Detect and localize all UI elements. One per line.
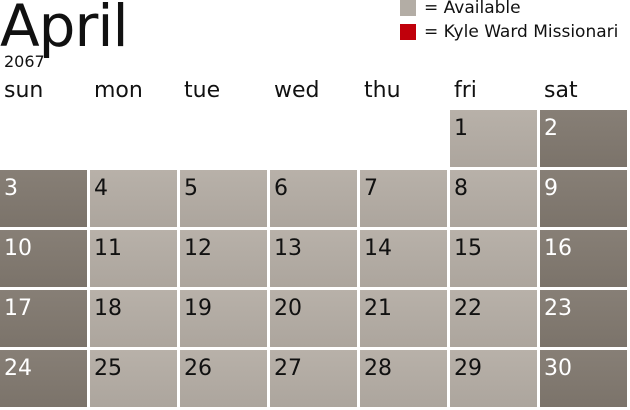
legend-swatch xyxy=(400,0,416,16)
day-cell[interactable]: 24 xyxy=(0,350,87,407)
day-cell[interactable]: 15 xyxy=(450,230,537,287)
weekday-header: wed xyxy=(274,78,320,103)
legend-swatch xyxy=(400,24,416,40)
day-cell[interactable]: 18 xyxy=(90,290,177,347)
day-cell[interactable]: 30 xyxy=(540,350,627,407)
day-cell[interactable]: 10 xyxy=(0,230,87,287)
day-cell[interactable]: 22 xyxy=(450,290,537,347)
legend-label: = Available xyxy=(424,0,521,18)
day-cell[interactable]: 25 xyxy=(90,350,177,407)
day-cell[interactable]: 11 xyxy=(90,230,177,287)
day-cell[interactable]: 4 xyxy=(90,170,177,227)
day-cell[interactable]: 1 xyxy=(450,110,537,167)
day-cell[interactable]: 7 xyxy=(360,170,447,227)
year: 2067 xyxy=(4,52,45,71)
day-cell[interactable]: 27 xyxy=(270,350,357,407)
day-cell[interactable]: 16 xyxy=(540,230,627,287)
day-cell[interactable]: 19 xyxy=(180,290,267,347)
day-cell[interactable]: 2 xyxy=(540,110,627,167)
legend-item: = Kyle Ward Missionari xyxy=(400,22,618,42)
day-cell[interactable]: 20 xyxy=(270,290,357,347)
weekday-header: tue xyxy=(184,78,221,103)
day-cell[interactable]: 5 xyxy=(180,170,267,227)
day-cell[interactable]: 9 xyxy=(540,170,627,227)
weekday-header: thu xyxy=(364,78,401,103)
day-cell[interactable]: 29 xyxy=(450,350,537,407)
weekday-header: fri xyxy=(454,78,477,103)
day-cell[interactable]: 21 xyxy=(360,290,447,347)
day-cell[interactable]: 14 xyxy=(360,230,447,287)
legend-item: = Available xyxy=(400,0,521,18)
day-cell[interactable]: 8 xyxy=(450,170,537,227)
day-cell[interactable]: 28 xyxy=(360,350,447,407)
day-cell[interactable]: 13 xyxy=(270,230,357,287)
legend-label: = Kyle Ward Missionari xyxy=(424,22,619,42)
day-cell[interactable]: 23 xyxy=(540,290,627,347)
day-cell[interactable]: 3 xyxy=(0,170,87,227)
month-title: April xyxy=(0,0,129,60)
day-cell[interactable]: 26 xyxy=(180,350,267,407)
weekday-header: sun xyxy=(4,78,44,103)
weekday-header: sat xyxy=(544,78,578,103)
day-cell[interactable]: 6 xyxy=(270,170,357,227)
day-cell[interactable]: 17 xyxy=(0,290,87,347)
day-cell[interactable]: 12 xyxy=(180,230,267,287)
weekday-header: mon xyxy=(94,78,143,103)
